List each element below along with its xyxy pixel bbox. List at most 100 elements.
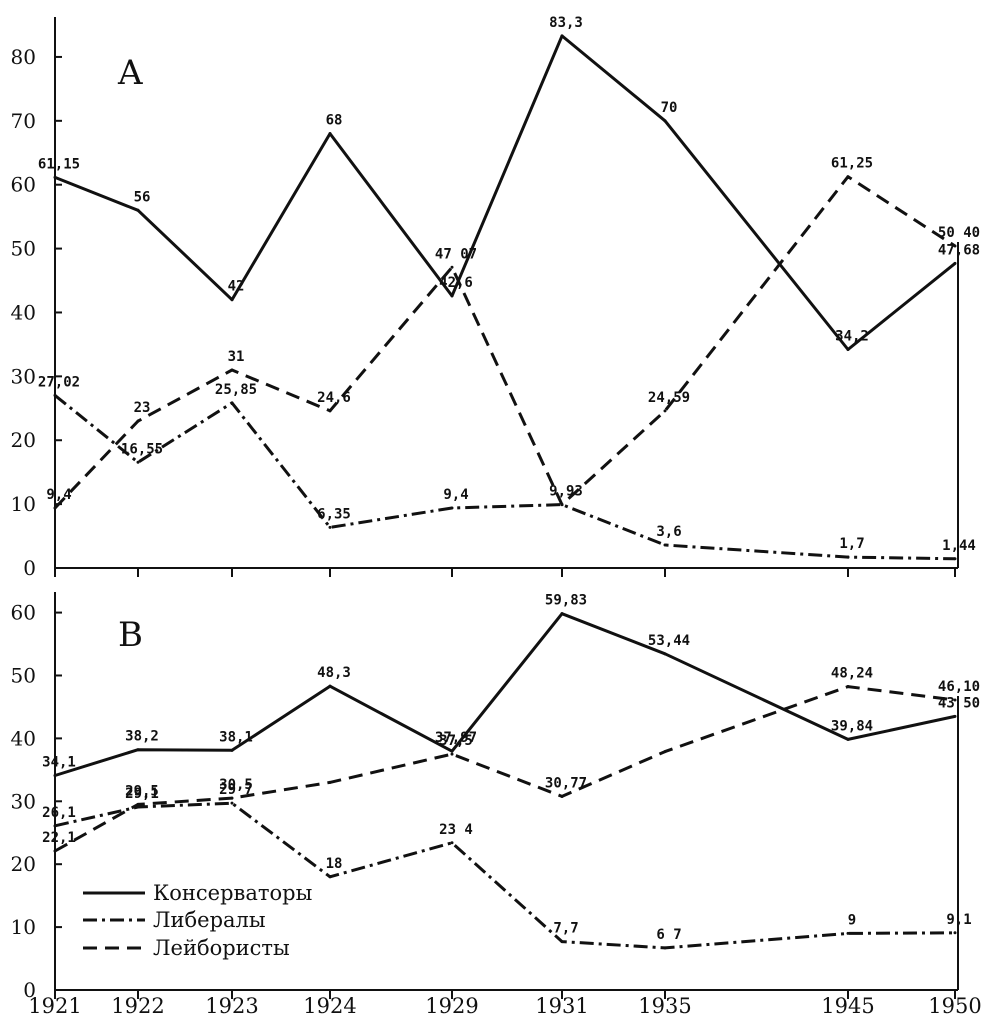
data-point-liberals bbox=[560, 940, 564, 944]
data-point-liberals bbox=[450, 506, 454, 510]
series-line-liberals bbox=[54, 801, 956, 950]
data-label-conservatives: 48,3 bbox=[317, 665, 351, 681]
data-point-liberals bbox=[846, 931, 850, 935]
y-tick-label: 80 bbox=[11, 45, 36, 69]
y-tick-label: 30 bbox=[11, 364, 36, 388]
data-point-conservatives bbox=[53, 175, 57, 179]
y-tick-label: 20 bbox=[11, 428, 36, 452]
data-point-labour bbox=[230, 796, 234, 800]
series-line-labour bbox=[53, 175, 956, 510]
data-label-labour: 37,5 bbox=[439, 733, 473, 749]
data-label-labour: 61,25 bbox=[831, 156, 873, 172]
data-point-conservatives bbox=[663, 652, 667, 656]
panel-a: 0 10 20 30 40 50 60 70 80 A 61,15 56 42 68 42,6 83,3 70 3… bbox=[11, 15, 981, 580]
data-point-conservatives bbox=[136, 748, 140, 752]
data-label-conservatives: 70 bbox=[661, 100, 678, 116]
data-point-conservatives bbox=[846, 737, 850, 741]
data-point-conservatives bbox=[953, 261, 957, 265]
legend-label-conservatives: Консерваторы bbox=[153, 881, 312, 905]
data-label-labour: 23 bbox=[134, 400, 151, 416]
data-label-conservatives: 38,1 bbox=[219, 729, 253, 745]
legend: Консерваторы Либералы Лейбористы bbox=[83, 881, 312, 960]
x-tick-label: 1931 bbox=[535, 994, 588, 1018]
data-label-labour: 46,10 bbox=[938, 679, 980, 695]
data-label-liberals: 6,35 bbox=[317, 506, 351, 522]
data-label-liberals: 6 7 bbox=[656, 927, 681, 943]
data-point-liberals bbox=[450, 841, 454, 845]
data-point-conservatives bbox=[560, 612, 564, 616]
data-point-conservatives bbox=[53, 774, 57, 777]
data-point-conservatives bbox=[663, 119, 667, 123]
data-label-conservatives: 83,3 bbox=[549, 15, 583, 31]
data-label-liberals: 26,1 bbox=[42, 805, 76, 821]
data-point-labour bbox=[230, 368, 234, 372]
y-tick-label: 40 bbox=[11, 726, 36, 750]
data-label-liberals: 29,1 bbox=[125, 786, 159, 802]
data-point-labour bbox=[846, 175, 850, 179]
data-label-conservatives: 47,68 bbox=[938, 242, 980, 258]
series-line-conservatives bbox=[54, 612, 956, 777]
data-label-liberals: 25,85 bbox=[215, 382, 257, 398]
data-label-conservatives: 38,2 bbox=[125, 729, 159, 745]
data-point-liberals bbox=[953, 557, 957, 561]
data-point-conservatives bbox=[136, 208, 140, 212]
data-point-liberals bbox=[53, 824, 57, 828]
data-point-labour bbox=[53, 506, 57, 510]
data-label-conservatives: 37,97 bbox=[435, 730, 477, 746]
data-point-labour bbox=[663, 750, 667, 754]
x-tick-label: 1950 bbox=[928, 994, 981, 1018]
data-point-conservatives bbox=[230, 298, 234, 302]
data-label-conservatives: 34,2 bbox=[835, 329, 869, 345]
series-line-labour bbox=[54, 685, 956, 853]
data-point-labour bbox=[846, 685, 850, 689]
x-tick-label: 1929 bbox=[425, 994, 478, 1018]
y-tick-label: 0 bbox=[23, 978, 36, 1002]
data-label-conservatives: 53,44 bbox=[648, 633, 690, 649]
data-label-liberals: 29 7 bbox=[219, 782, 253, 798]
x-tick-label: 1935 bbox=[638, 994, 691, 1018]
data-point-labour bbox=[328, 780, 332, 784]
data-label-liberals: 9,1 bbox=[946, 912, 971, 928]
x-tick-label: 1945 bbox=[821, 994, 874, 1018]
data-label-conservatives: 61,15 bbox=[38, 156, 80, 172]
data-label-labour: 29,5 bbox=[125, 783, 159, 799]
data-point-conservatives bbox=[846, 348, 850, 352]
data-label-labour: 22,1 bbox=[42, 830, 76, 846]
legend-label-liberals: Либералы bbox=[153, 908, 266, 932]
data-label-liberals: 1,7 bbox=[839, 536, 864, 552]
data-point-labour bbox=[953, 244, 957, 248]
y-tick-label: 60 bbox=[11, 173, 36, 197]
data-label-conservatives: 56 bbox=[134, 189, 151, 205]
data-label-liberals: 27,02 bbox=[38, 374, 80, 390]
y-tick-label: 70 bbox=[11, 109, 36, 133]
data-point-conservatives bbox=[450, 749, 454, 753]
data-label-labour: 24,59 bbox=[648, 390, 690, 406]
data-point-labour bbox=[328, 409, 332, 413]
data-label-liberals: 23 4 bbox=[439, 822, 473, 838]
data-label-conservatives: 34,1 bbox=[42, 755, 76, 771]
x-tick-label: 1922 bbox=[111, 994, 164, 1018]
data-label-labour: 24,6 bbox=[317, 390, 351, 406]
data-label-liberals: 1,44 bbox=[942, 538, 976, 554]
data-point-labour bbox=[450, 265, 454, 269]
data-label-conservatives: 42,6 bbox=[439, 275, 473, 291]
data-point-labour bbox=[136, 802, 140, 806]
panel-b: 0 10 20 30 40 50 60 1921 1922 1923 1924 1929 1931 193… bbox=[11, 592, 982, 1018]
data-point-liberals bbox=[230, 801, 234, 805]
data-label-liberals: 16,55 bbox=[121, 441, 163, 457]
data-label-liberals: 3,6 bbox=[656, 524, 681, 540]
data-point-labour bbox=[560, 794, 564, 798]
data-point-liberals bbox=[846, 555, 850, 559]
x-tick-label: 1921 bbox=[28, 994, 81, 1018]
data-point-liberals bbox=[328, 875, 332, 879]
y-tick-label: 60 bbox=[11, 601, 36, 625]
data-point-liberals bbox=[230, 401, 234, 405]
data-label-conservatives: 59,83 bbox=[545, 593, 587, 609]
data-point-conservatives bbox=[450, 294, 454, 298]
panel-letter: B bbox=[118, 615, 143, 655]
data-point-labour bbox=[560, 503, 564, 507]
x-tick-label: 1924 bbox=[303, 994, 356, 1018]
data-label-labour: 30,5 bbox=[219, 777, 253, 793]
series-line-conservatives bbox=[54, 34, 956, 351]
